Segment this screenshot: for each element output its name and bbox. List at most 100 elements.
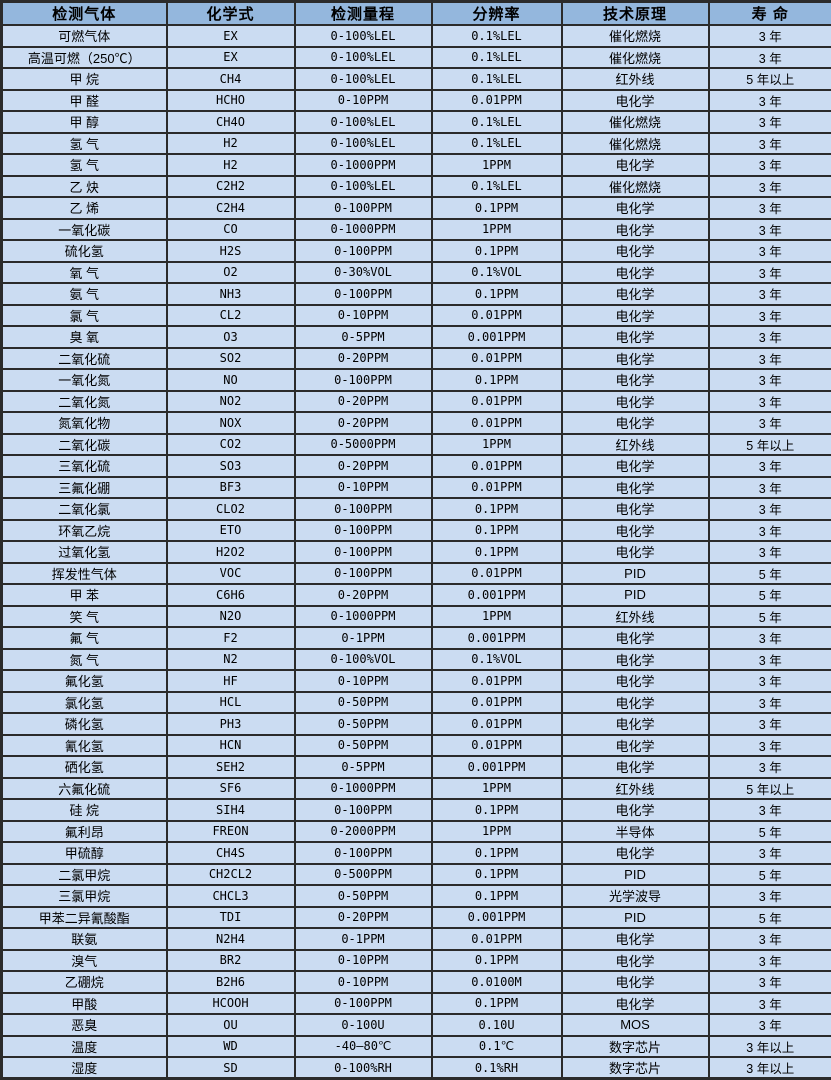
table-cell: 3 年: [709, 262, 831, 284]
table-cell: 0-20PPM: [295, 348, 432, 370]
table-cell: 5 年: [709, 584, 831, 606]
table-cell: 臭 氧: [2, 326, 167, 348]
table-cell: 半导体: [562, 821, 709, 843]
table-cell: 甲 醇: [2, 111, 167, 133]
table-cell: 乙 烯: [2, 197, 167, 219]
table-cell: 电化学: [562, 520, 709, 542]
table-cell: 0-20PPM: [295, 412, 432, 434]
column-header: 技术原理: [562, 2, 709, 26]
table-cell: 3 年: [709, 541, 831, 563]
table-cell: CO2: [167, 434, 295, 456]
table-cell: 0.1PPM: [432, 541, 562, 563]
table-cell: 3 年: [709, 283, 831, 305]
table-cell: 0.001PPM: [432, 627, 562, 649]
table-cell: 0-1000PPM: [295, 778, 432, 800]
table-cell: 0-20PPM: [295, 907, 432, 929]
table-cell: 电化学: [562, 971, 709, 993]
table-cell: 温度: [2, 1036, 167, 1058]
table-cell: PID: [562, 907, 709, 929]
table-cell: 电化学: [562, 348, 709, 370]
table-cell: 0-100%VOL: [295, 649, 432, 671]
table-cell: 1PPM: [432, 154, 562, 176]
table-cell: 催化燃烧: [562, 176, 709, 198]
table-cell: 3 年: [709, 111, 831, 133]
table-cell: 电化学: [562, 262, 709, 284]
table-cell: 氮 气: [2, 649, 167, 671]
table-cell: WD: [167, 1036, 295, 1058]
table-cell: 3 年: [709, 928, 831, 950]
table-cell: 笑 气: [2, 606, 167, 628]
table-cell: 电化学: [562, 950, 709, 972]
table-cell: 催化燃烧: [562, 133, 709, 155]
table-cell: 1PPM: [432, 219, 562, 241]
table-cell: 0.10U: [432, 1014, 562, 1036]
table-cell: 0.01PPM: [432, 928, 562, 950]
table-cell: 电化学: [562, 735, 709, 757]
table-cell: 0.001PPM: [432, 907, 562, 929]
table-cell: 0-50PPM: [295, 735, 432, 757]
table-cell: 1PPM: [432, 778, 562, 800]
table-cell: 电化学: [562, 90, 709, 112]
table-cell: 0-10PPM: [295, 90, 432, 112]
table-cell: 氰化氢: [2, 735, 167, 757]
table-cell: N2O: [167, 606, 295, 628]
table-cell: 一氧化氮: [2, 369, 167, 391]
table-cell: 0-100PPM: [295, 498, 432, 520]
table-cell: 3 年: [709, 176, 831, 198]
table-cell: 3 年: [709, 649, 831, 671]
table-cell: 3 年以上: [709, 1036, 831, 1058]
table-cell: F2: [167, 627, 295, 649]
table-cell: 电化学: [562, 240, 709, 262]
table-cell: 数字芯片: [562, 1057, 709, 1079]
table-cell: PID: [562, 584, 709, 606]
table-cell: HCL: [167, 692, 295, 714]
table-cell: 0-50PPM: [295, 885, 432, 907]
table-cell: 0-100PPM: [295, 563, 432, 585]
table-cell: H2: [167, 154, 295, 176]
table-cell: 红外线: [562, 606, 709, 628]
table-cell: 乙 炔: [2, 176, 167, 198]
table-cell: 0.1%LEL: [432, 176, 562, 198]
table-cell: 过氧化氢: [2, 541, 167, 563]
table-cell: 红外线: [562, 68, 709, 90]
table-cell: 电化学: [562, 842, 709, 864]
table-cell: 5 年: [709, 821, 831, 843]
table-cell: 0-5PPM: [295, 326, 432, 348]
table-cell: 0.01PPM: [432, 90, 562, 112]
table-cell: TDI: [167, 907, 295, 929]
table-cell: 3 年: [709, 993, 831, 1015]
table-cell: SEH2: [167, 756, 295, 778]
table-cell: 0-20PPM: [295, 584, 432, 606]
table-cell: 0-10PPM: [295, 670, 432, 692]
table-cell: O2: [167, 262, 295, 284]
table-cell: PID: [562, 563, 709, 585]
table-cell: EX: [167, 25, 295, 47]
table-cell: 0.1PPM: [432, 498, 562, 520]
table-cell: 0-1PPM: [295, 928, 432, 950]
table-cell: 0.001PPM: [432, 326, 562, 348]
table-cell: 硅 烷: [2, 799, 167, 821]
table-cell: 3 年: [709, 971, 831, 993]
table-cell: 甲 醛: [2, 90, 167, 112]
table-cell: 数字芯片: [562, 1036, 709, 1058]
column-header: 检测气体: [2, 2, 167, 26]
